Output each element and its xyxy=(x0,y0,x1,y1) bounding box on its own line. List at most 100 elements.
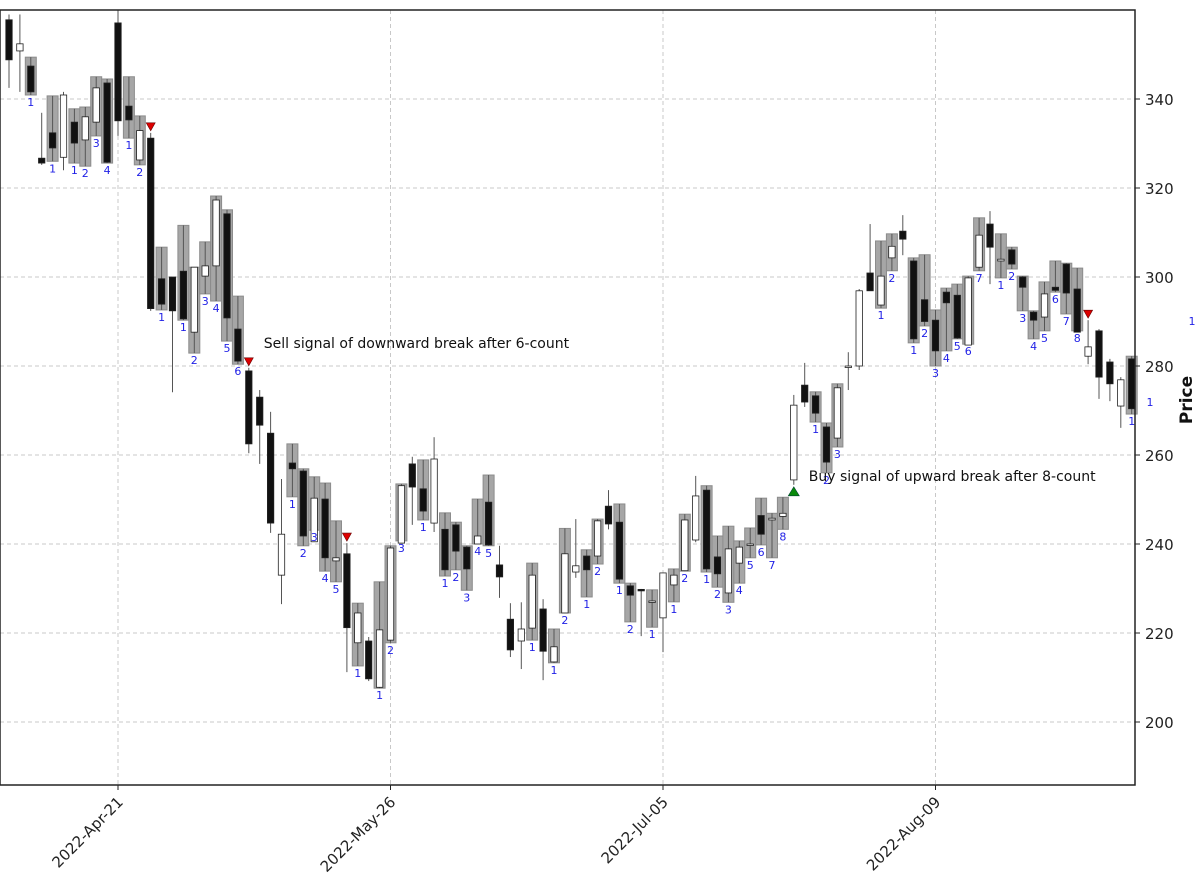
y-tick-label: 320 xyxy=(1145,180,1174,198)
candle-down xyxy=(266,432,275,524)
signal-annotation: Sell signal of downward break after 6-co… xyxy=(264,336,570,352)
count-label: 3 xyxy=(932,367,939,380)
count-label: 1 xyxy=(649,628,656,641)
candle-up xyxy=(1040,293,1049,318)
candle-down xyxy=(931,319,940,352)
candle-down xyxy=(899,230,907,240)
buy-marker-icon xyxy=(787,486,800,497)
candle-up xyxy=(212,199,220,267)
candle-down xyxy=(419,488,427,512)
count-label: 1 xyxy=(812,423,819,436)
candle-down xyxy=(539,608,547,652)
candle-down xyxy=(942,291,951,304)
count-label: 3 xyxy=(725,603,732,616)
candles xyxy=(5,10,1136,689)
candle-down xyxy=(408,463,416,488)
candle-up xyxy=(201,265,209,277)
count-label: 1 xyxy=(420,521,427,534)
candle-down xyxy=(147,137,155,309)
y-tick-label: 300 xyxy=(1145,269,1174,287)
candle-up xyxy=(648,600,656,603)
count-label: 1 xyxy=(49,162,56,175)
candle-up xyxy=(92,87,100,123)
candle-up xyxy=(550,646,558,663)
candle-down xyxy=(1095,330,1103,378)
count-label: 1 xyxy=(529,641,536,654)
candle-down xyxy=(179,270,187,320)
count-label: 2 xyxy=(191,354,198,367)
count-label: 3 xyxy=(1019,312,1026,325)
y-tick-label: 200 xyxy=(1145,714,1174,732)
candle-up xyxy=(735,546,743,564)
count-label: 6 xyxy=(965,345,972,358)
candle-up xyxy=(136,130,144,161)
candle-down xyxy=(801,384,809,403)
candle-up xyxy=(354,612,362,644)
candle-down xyxy=(921,299,929,322)
candle-down xyxy=(103,82,111,163)
candle-down xyxy=(49,132,57,149)
count-label: 1 xyxy=(180,321,187,334)
candle-down xyxy=(223,213,231,319)
count-label: 2 xyxy=(888,272,895,285)
candle-down xyxy=(70,121,78,144)
y-tick-label: 340 xyxy=(1145,91,1174,109)
count-label: 6 xyxy=(1052,293,1059,306)
count-label: 1 xyxy=(910,344,917,357)
candle-up xyxy=(844,365,852,368)
signal-annotation: Buy signal of upward break after 8-count xyxy=(809,469,1096,485)
candle-down xyxy=(157,278,166,305)
candle-up xyxy=(528,574,536,629)
count-label: 4 xyxy=(474,545,481,558)
gridlines xyxy=(0,10,1135,785)
sell-marker-icon xyxy=(145,122,156,132)
y-axis: 200 220 240 260 280 300 320 340 xyxy=(1135,91,1174,732)
count-label: 4 xyxy=(213,302,220,315)
candle-down xyxy=(812,395,820,414)
count-label: 1 xyxy=(551,664,558,677)
plot-frame xyxy=(0,9,1136,786)
y-axis-label: Price xyxy=(1177,376,1197,424)
candle-down xyxy=(495,564,504,578)
count-label: 1 xyxy=(878,309,885,322)
count-label: 1 xyxy=(616,584,623,597)
candle-up xyxy=(670,574,678,586)
count-label: 2 xyxy=(387,644,394,657)
candle-down xyxy=(38,157,46,164)
candle-down xyxy=(583,555,591,571)
count-label: 4 xyxy=(322,572,329,585)
count-label: 4 xyxy=(943,352,950,365)
candle-up xyxy=(877,275,885,306)
candle-up xyxy=(430,458,438,524)
count-label: 1 xyxy=(71,164,78,177)
candle-down xyxy=(910,260,918,340)
candle-up xyxy=(855,290,863,367)
count-label: 3 xyxy=(311,531,318,544)
count-label: 3 xyxy=(93,137,100,150)
count-label: 8 xyxy=(1074,332,1081,345)
count-label: 4 xyxy=(104,164,111,177)
x-tick-label: 2022-Aug-09 xyxy=(863,793,944,874)
candle-up xyxy=(768,517,776,521)
count-label: 2 xyxy=(561,614,568,627)
candle-up xyxy=(997,258,1005,262)
sell-marker-icon xyxy=(1083,309,1094,319)
count-label: 1 xyxy=(1128,415,1135,428)
candle-down xyxy=(452,524,460,552)
candle-up xyxy=(517,628,525,642)
candle-down xyxy=(1062,263,1070,294)
candle-up xyxy=(59,94,68,158)
candle-down xyxy=(953,294,961,339)
count-label: 4 xyxy=(1030,340,1037,353)
count-label: 5 xyxy=(224,342,231,355)
count-label: 7 xyxy=(1063,315,1070,328)
candle-down xyxy=(1073,288,1081,333)
candle-up xyxy=(692,495,700,541)
candle-up xyxy=(572,565,580,573)
candle-down xyxy=(125,105,133,121)
annotations: Sell signal of downward break after 6-co… xyxy=(264,336,1096,485)
candle-down xyxy=(506,618,515,651)
candle-up xyxy=(561,553,569,614)
candle-down xyxy=(27,65,35,93)
